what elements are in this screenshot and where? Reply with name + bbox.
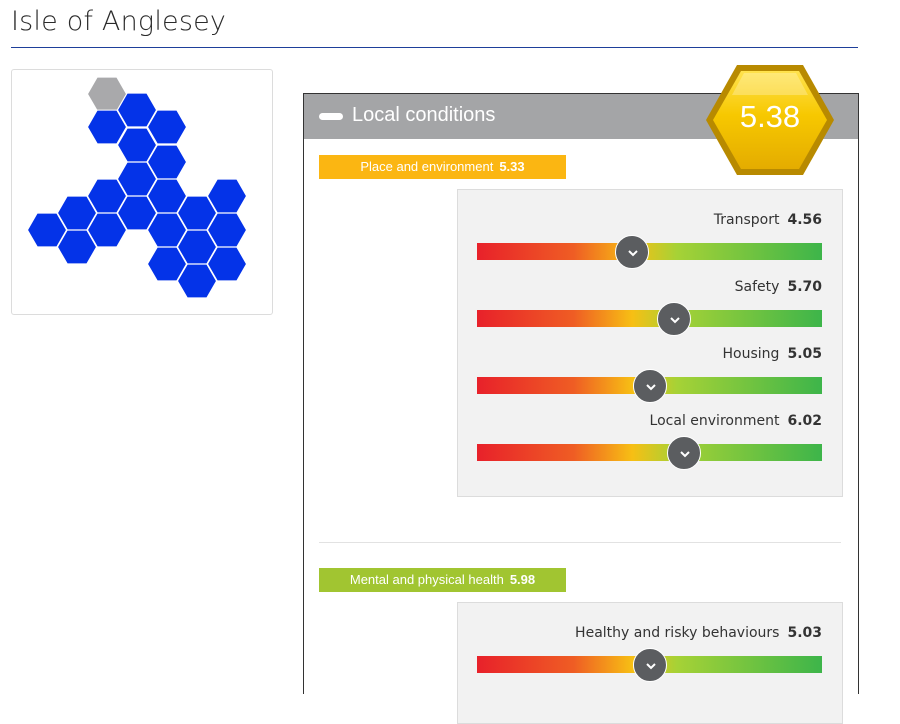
chevron-down-icon[interactable]	[632, 648, 667, 682]
category-name: Mental and physical health	[349, 572, 504, 587]
hex-cell[interactable]	[86, 109, 128, 145]
hex-cell[interactable]	[116, 195, 158, 231]
score-bar-local-environment	[477, 444, 822, 461]
page-title: Isle of Anglesey	[11, 6, 227, 37]
section-divider	[319, 542, 841, 543]
category-score: 5.33	[499, 159, 525, 174]
metric-label-local-environment: Local environment 6.02	[649, 413, 822, 429]
hex-map-icon[interactable]	[12, 70, 274, 316]
hex-cell[interactable]	[56, 229, 98, 265]
hex-cell[interactable]	[146, 109, 188, 145]
hex-cell[interactable]	[86, 212, 128, 248]
category-name: Place and environment	[360, 159, 494, 174]
panel-title: Local conditions	[352, 104, 496, 126]
hex-cell[interactable]	[26, 212, 68, 248]
map-card	[11, 69, 273, 315]
hex-cell[interactable]	[116, 92, 158, 128]
score-hexagon-icon	[706, 65, 834, 175]
category-score: 5.98	[509, 572, 536, 587]
category-label-mental-and-physical-health[interactable]: Mental and physical health 5.98	[319, 568, 566, 592]
overall-score: 5.38	[739, 99, 801, 134]
metric-label-transport: Transport 4.56	[713, 212, 822, 228]
chevron-down-icon[interactable]	[615, 235, 650, 269]
hex-cell[interactable]	[146, 246, 188, 282]
category-label-place-and-environment[interactable]: Place and environment 5.33	[319, 155, 566, 179]
hex-cell[interactable]	[206, 246, 248, 282]
score-bar-safety	[477, 310, 822, 327]
metric-label-housing: Housing 5.05	[722, 346, 822, 362]
chevron-down-icon[interactable]	[667, 436, 701, 470]
chevron-down-icon[interactable]	[656, 302, 691, 336]
title-divider	[11, 47, 858, 48]
score-bar-transport	[477, 243, 822, 260]
hex-cell[interactable]	[176, 263, 218, 299]
chevron-down-icon[interactable]	[632, 369, 667, 403]
collapse-icon[interactable]	[319, 113, 343, 120]
metric-label-safety: Safety 5.70	[734, 279, 822, 295]
metric-label-healthy-and-risky-behaviours: Healthy and risky behaviours 5.03	[575, 625, 822, 641]
